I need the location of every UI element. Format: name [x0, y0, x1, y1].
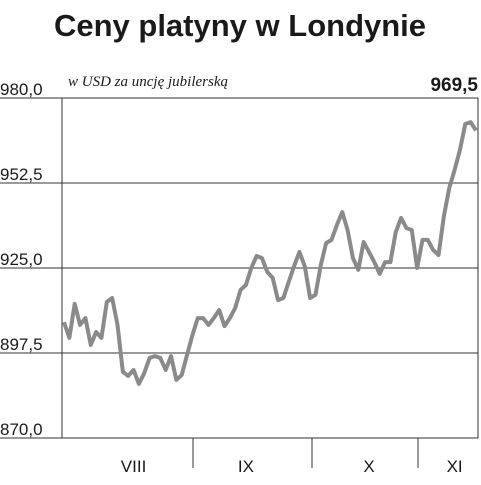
y-tick-label: 952,5: [0, 165, 43, 184]
x-tick-label: VIII: [121, 457, 147, 476]
y-tick-label: 925,0: [0, 250, 43, 269]
y-tick-label: 870,0: [0, 420, 43, 439]
y-tick-label: 897,5: [0, 335, 43, 354]
x-tick-label: IX: [238, 457, 254, 476]
chart-title: Ceny platyny w Londynie: [54, 8, 426, 43]
x-tick-label: XI: [447, 457, 463, 476]
subtitle: w USD za uncję jubilerską: [68, 74, 228, 90]
y-tick-label: 980,0: [0, 80, 43, 99]
line: [62, 120, 478, 386]
annotation: 969,5: [430, 75, 478, 96]
x-tick-label: X: [363, 457, 374, 476]
